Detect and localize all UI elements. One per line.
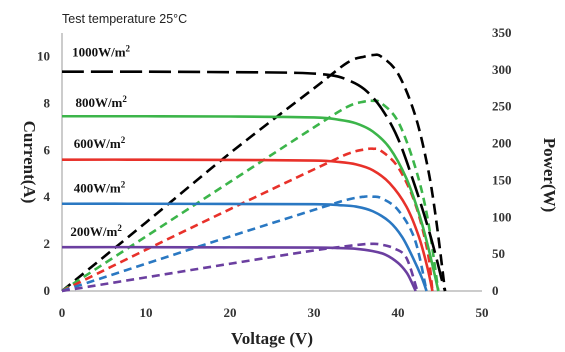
- y-right-tick-200: 200: [492, 136, 512, 151]
- power-curve-8002: [61, 99, 440, 293]
- irradiance-labels: 1000W/m2 800W/m2 600W/m2 400W/m2 200W/m2: [70, 43, 130, 238]
- y-right-tick-350: 350: [492, 25, 512, 40]
- power-curves: [61, 53, 447, 293]
- x-tick-50: 50: [476, 305, 489, 320]
- irradiance-label-8002: 800W/m2: [75, 94, 127, 110]
- current-curve-4002: [61, 202, 428, 292]
- y-right-axis-title: Power(W): [540, 138, 559, 213]
- y-right-tick-150: 150: [492, 172, 512, 187]
- current-curve-2002: [61, 245, 417, 292]
- y-right-tick-300: 300: [492, 62, 512, 77]
- y-left-tick-0: 0: [44, 283, 51, 298]
- y-left-tick-10: 10: [37, 48, 50, 63]
- y-right-tick-labels: 0 50 100 150 200 250 300 350: [492, 25, 512, 298]
- irradiance-label-1000: 1000W/m2: [72, 43, 130, 59]
- x-tick-0: 0: [59, 305, 66, 320]
- current-curve-8002: [61, 114, 440, 292]
- y-left-tick-4: 4: [44, 189, 51, 204]
- x-axis-title: Voltage (V): [231, 329, 313, 348]
- power-curve-4002: [61, 195, 428, 293]
- y-left-tick-labels: 0 2 4 6 8 10: [37, 48, 51, 298]
- chart-title: Test temperature 25°C: [62, 12, 187, 26]
- current-curve-6002: [61, 158, 434, 292]
- irradiance-label-6002: 600W/m2: [74, 135, 126, 151]
- current-curve-1000: [61, 70, 447, 292]
- x-tick-labels: 0 10 20 30 40 50: [59, 305, 489, 320]
- y-right-tick-250: 250: [492, 99, 512, 114]
- y-right-tick-50: 50: [492, 246, 505, 261]
- y-left-tick-2: 2: [44, 236, 51, 251]
- y-left-axis-title: Current(A): [20, 121, 39, 204]
- y-right-tick-0: 0: [492, 283, 499, 298]
- y-left-tick-8: 8: [44, 95, 51, 110]
- x-tick-20: 20: [224, 305, 237, 320]
- irradiance-label-4002: 400W/m2: [74, 179, 126, 195]
- y-left-tick-6: 6: [44, 142, 51, 157]
- power-curve-2002: [61, 242, 419, 293]
- x-tick-30: 30: [308, 305, 321, 320]
- irradiance-label-2002: 200W/m2: [70, 223, 122, 239]
- current-curves: [61, 70, 447, 292]
- y-right-tick-100: 100: [492, 209, 512, 224]
- x-tick-40: 40: [392, 305, 405, 320]
- axes: [61, 33, 482, 292]
- x-tick-10: 10: [140, 305, 153, 320]
